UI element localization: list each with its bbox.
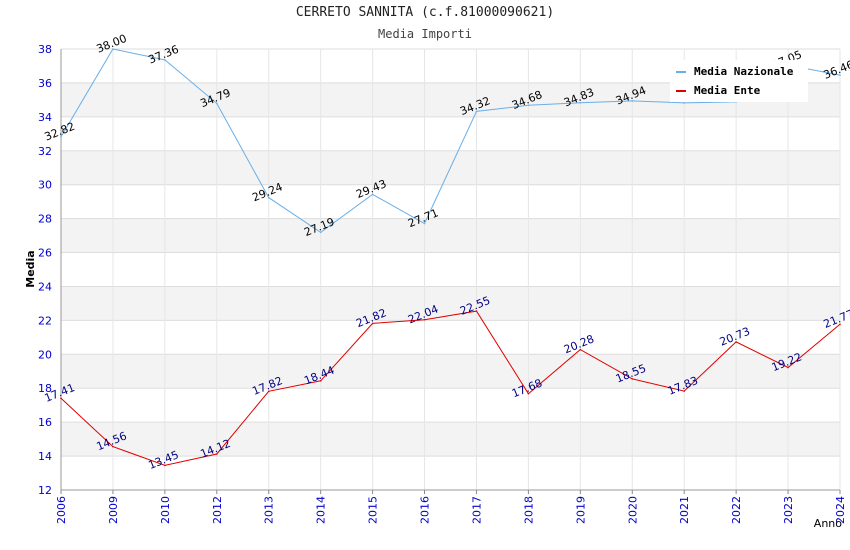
grid-band	[61, 286, 840, 321]
x-tick-label: 2023	[782, 496, 795, 524]
series-line-media-nazionale	[60, 48, 841, 234]
legend: Media Nazionale Media Ente	[670, 60, 808, 102]
data-point	[579, 348, 582, 351]
data-point	[371, 322, 374, 325]
x-tick-label: 2020	[626, 496, 639, 524]
data-point	[631, 100, 634, 102]
y-tick-label: 32	[38, 145, 52, 158]
data-point	[423, 318, 426, 321]
data-point	[216, 102, 218, 105]
data-point	[527, 104, 530, 107]
data-point	[787, 366, 789, 369]
data-point	[839, 323, 841, 326]
x-tick-label: 2013	[263, 496, 276, 524]
grid-band	[61, 218, 840, 253]
data-point	[60, 136, 62, 138]
x-tick-label: 2018	[522, 496, 535, 524]
x-tick-label: 2016	[419, 496, 432, 524]
data-point	[683, 390, 685, 392]
data-label: 20.28	[562, 332, 596, 356]
data-point	[267, 390, 270, 393]
legend-item-media-ente: Media Ente	[676, 84, 760, 98]
grid-band	[61, 422, 840, 457]
data-point	[112, 48, 114, 50]
y-tick-label: 22	[38, 314, 52, 327]
chart-title: CERRETO SANNITA (c.f.81000090621)	[295, 5, 555, 20]
grid-bands	[61, 82, 840, 457]
y-tick-label: 34	[38, 111, 52, 124]
data-point	[267, 196, 270, 199]
y-tick-label: 20	[38, 348, 52, 361]
data-point	[319, 379, 322, 382]
data-label: 36.46	[822, 58, 850, 82]
x-tick-label: 2024	[834, 496, 847, 524]
y-tick-label: 28	[38, 213, 52, 226]
data-point	[735, 341, 737, 343]
x-tick-label: 2009	[107, 496, 120, 524]
x-tick-label: 2021	[678, 496, 691, 524]
data-point	[527, 392, 530, 395]
legend-label: Media Nazionale	[694, 65, 794, 78]
y-tick-label: 38	[38, 43, 52, 56]
data-point	[371, 193, 374, 196]
y-tick-label: 30	[38, 179, 52, 192]
legend-item-media-nazionale: Media Nazionale	[676, 65, 793, 79]
data-point	[475, 110, 478, 113]
y-tick-label: 14	[38, 450, 52, 463]
y-axis-title: Media	[24, 250, 37, 287]
data-point	[164, 59, 166, 61]
data-point	[216, 453, 218, 455]
x-axis-title: Anno	[814, 517, 842, 530]
data-label: 37.36	[147, 43, 181, 67]
data-point	[60, 397, 62, 400]
legend-swatch-media-ente	[676, 90, 686, 92]
data-point	[839, 74, 841, 76]
x-tick-label: 2006	[55, 496, 68, 524]
x-tick-label: 2014	[315, 496, 328, 524]
y-tick-label: 36	[38, 77, 52, 90]
data-point	[112, 445, 114, 448]
y-tick-label: 26	[38, 247, 52, 260]
data-point	[164, 464, 166, 467]
y-tick-label: 16	[38, 416, 52, 429]
chart-subtitle: Media Importi	[378, 27, 472, 41]
data-point	[423, 222, 426, 225]
data-point	[683, 102, 685, 104]
data-point	[631, 378, 634, 380]
y-tick-label: 12	[38, 484, 52, 497]
y-tick-label: 18	[38, 382, 52, 395]
y-tick-label: 24	[38, 280, 52, 293]
x-tick-label: 2019	[574, 496, 587, 524]
legend-label: Media Ente	[694, 84, 761, 97]
x-tick-label: 2017	[470, 496, 483, 524]
data-point	[475, 310, 478, 312]
data-point	[319, 231, 322, 234]
x-tick-label: 2012	[211, 496, 224, 524]
grid-band	[61, 354, 840, 389]
data-label: 20.73	[718, 325, 752, 349]
series-line-media-ente	[60, 310, 841, 466]
x-tick-label: 2015	[367, 496, 380, 524]
data-point	[579, 101, 582, 104]
x-tick-label: 2010	[159, 496, 172, 524]
legend-swatch-media-nazionale	[676, 71, 686, 73]
x-tick-label: 2022	[730, 496, 743, 524]
